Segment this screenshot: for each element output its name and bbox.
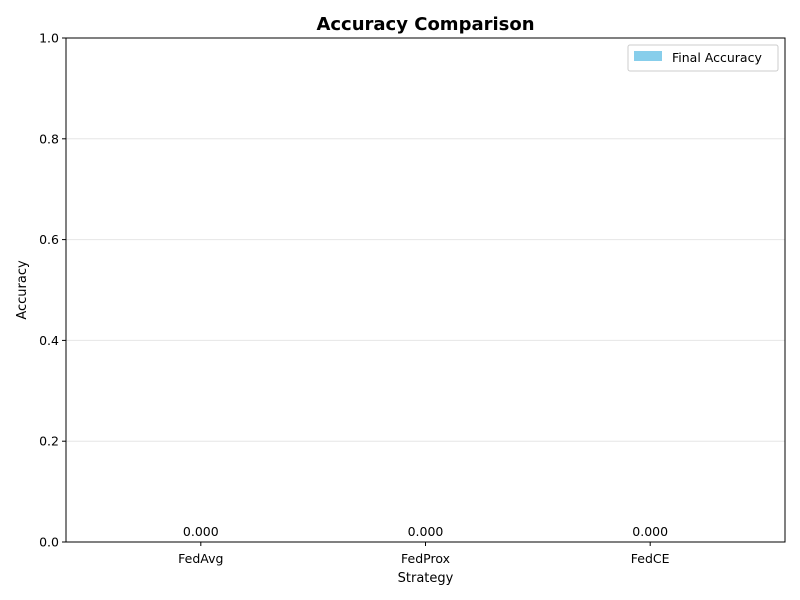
- gridlines: [66, 138, 785, 442]
- y-tick-label: 0.6: [39, 232, 59, 247]
- legend-label: Final Accuracy: [672, 50, 762, 65]
- chart-title: Accuracy Comparison: [316, 14, 534, 35]
- y-tick-label: 0.8: [39, 131, 59, 146]
- x-axis-label: Strategy: [398, 571, 454, 586]
- y-tick-label: 0.4: [39, 333, 59, 348]
- y-tick-label: 0.2: [39, 434, 59, 449]
- y-tick-label: 0.0: [39, 535, 59, 550]
- x-tick-label: FedProx: [401, 551, 450, 566]
- data-labels: 0.000 0.000 0.000: [183, 524, 668, 539]
- y-axis-ticks: 0.0 0.2 0.4 0.6 0.8 1.0: [39, 31, 66, 550]
- legend-box: [627, 44, 779, 72]
- data-label: 0.000: [408, 524, 444, 539]
- data-label: 0.000: [183, 524, 219, 539]
- y-axis-label: Accuracy: [15, 260, 30, 320]
- x-tick-label: FedAvg: [178, 551, 223, 566]
- data-label: 0.000: [632, 524, 668, 539]
- x-axis-ticks: FedAvg FedProx FedCE: [178, 542, 670, 566]
- y-tick-label: 1.0: [39, 31, 59, 46]
- x-tick-label: FedCE: [631, 551, 670, 566]
- legend: Final Accuracy: [627, 44, 779, 72]
- legend-swatch: [634, 51, 662, 61]
